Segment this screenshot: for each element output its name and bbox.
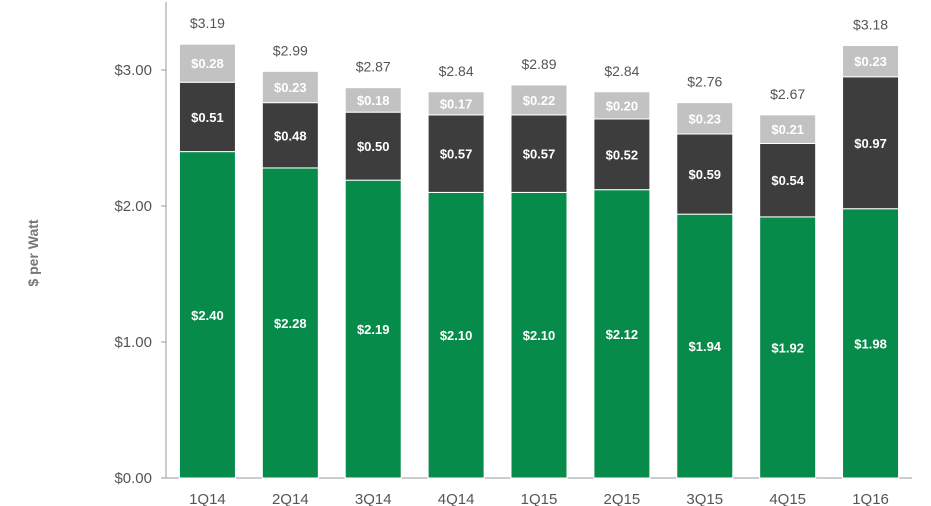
- labels: $2.40 $0.51 $0.28 $3.19 1Q14 $2.28 $0.48 $0.23 $…: [189, 15, 889, 506]
- y-tick-label: $3.00: [114, 62, 152, 79]
- total-value-label: $2.89: [521, 56, 556, 72]
- x-category-label: 4Q14: [438, 491, 475, 506]
- bar-segment: [261, 70, 319, 104]
- bar-segment: [261, 167, 319, 479]
- segment-value-label: $2.12: [606, 327, 639, 342]
- total-value-label: $2.99: [273, 42, 308, 58]
- x-category-label: 1Q16: [852, 491, 889, 506]
- segment-value-label: $0.57: [523, 147, 556, 162]
- bar-segment: [842, 45, 900, 78]
- bar-segment: [676, 213, 734, 479]
- segment-value-label: $0.20: [606, 98, 639, 113]
- segment-value-label: $0.23: [689, 111, 722, 126]
- x-category-label: 3Q15: [686, 491, 723, 506]
- bar-segment: [593, 118, 651, 191]
- bar-segment: [178, 43, 236, 83]
- bar-segment: [676, 133, 734, 215]
- segment-value-label: $2.10: [440, 328, 473, 343]
- x-category-label: 4Q15: [769, 491, 806, 506]
- x-category-label: 1Q14: [189, 491, 226, 506]
- segment-value-label: $0.52: [606, 147, 639, 162]
- y-axis-title-group: $ per Watt: [25, 219, 41, 286]
- y-axis-title: $ per Watt: [25, 219, 41, 286]
- bar-segment: [676, 102, 734, 135]
- bar-segment: [510, 191, 568, 479]
- bar-segment: [427, 114, 485, 193]
- segment-value-label: $0.22: [523, 93, 556, 108]
- total-value-label: $2.84: [604, 63, 639, 79]
- bar-segment: [759, 142, 817, 218]
- x-category-label: 2Q14: [272, 491, 309, 506]
- bar-segment: [261, 102, 319, 169]
- segment-value-label: $2.19: [357, 322, 390, 337]
- bar-segment: [427, 91, 485, 116]
- segment-value-label: $0.54: [771, 173, 804, 188]
- y-tick-label: $1.00: [114, 334, 152, 351]
- segment-value-label: $2.10: [523, 328, 556, 343]
- segment-value-label: $0.51: [191, 110, 224, 125]
- segment-value-label: $0.17: [440, 96, 473, 111]
- segment-value-label: $0.48: [274, 128, 307, 143]
- segment-value-label: $1.98: [854, 336, 887, 351]
- x-category-label: 3Q14: [355, 491, 392, 506]
- bar-segment: [427, 191, 485, 479]
- total-value-label: $2.87: [356, 59, 391, 75]
- segment-value-label: $2.28: [274, 316, 307, 331]
- x-category-label: 1Q15: [521, 491, 558, 506]
- segment-value-label: $0.59: [689, 167, 722, 182]
- total-value-label: $2.84: [439, 63, 474, 79]
- segment-value-label: $2.40: [191, 308, 224, 323]
- bars: [178, 43, 900, 479]
- segment-value-label: $0.23: [854, 54, 887, 69]
- total-value-label: $2.67: [770, 86, 805, 102]
- total-value-label: $3.18: [853, 17, 888, 33]
- segment-value-label: $0.50: [357, 139, 390, 154]
- bar-segment: [510, 114, 568, 193]
- bar-segment: [344, 87, 402, 113]
- bar-segment: [593, 91, 651, 120]
- segment-value-label: $1.92: [771, 340, 804, 355]
- segment-value-label: $0.21: [771, 122, 804, 137]
- y-tick-label: $2.00: [114, 198, 152, 215]
- bar-segment: [510, 84, 568, 116]
- bar-segment: [178, 151, 236, 479]
- bar-segment: [759, 114, 817, 144]
- y-tick-label: $0.00: [114, 470, 152, 487]
- segment-value-label: $0.57: [440, 147, 473, 162]
- bar-segment: [759, 216, 817, 479]
- bar-segment: [178, 81, 236, 153]
- segment-value-label: $0.18: [357, 93, 390, 108]
- segment-value-label: $0.97: [854, 136, 887, 151]
- bar-segment: [344, 179, 402, 479]
- segment-value-label: $0.28: [191, 56, 224, 71]
- total-value-label: $2.76: [687, 74, 722, 90]
- segment-value-label: $1.94: [689, 339, 722, 354]
- total-value-label: $3.19: [190, 15, 225, 31]
- bar-segment: [593, 189, 651, 479]
- segment-value-label: $0.23: [274, 80, 307, 95]
- x-category-label: 2Q15: [604, 491, 641, 506]
